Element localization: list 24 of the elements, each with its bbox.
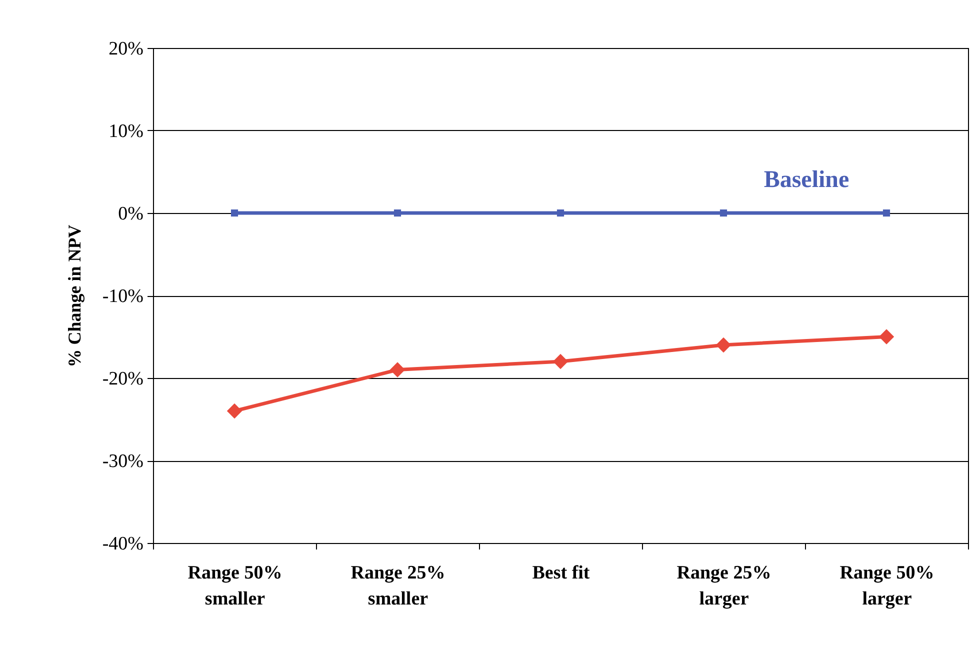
series-label: Baseline (764, 167, 850, 193)
y-tick-label: 0% (118, 204, 144, 224)
point (878, 329, 894, 344)
point (390, 362, 406, 378)
y-tick-label: 20% (108, 38, 144, 60)
point (720, 209, 728, 217)
x-tick-label: Range 50% smaller (188, 562, 282, 610)
x-tick-label: Range 25% larger (676, 562, 772, 610)
y-tick-label: -30% (102, 451, 144, 472)
point (882, 209, 890, 217)
point (552, 354, 568, 370)
y-tick-label: -20% (102, 368, 144, 390)
point (230, 209, 238, 217)
point (226, 403, 242, 419)
point (394, 209, 402, 217)
x-tick-label: Best fit (532, 562, 590, 584)
y-axis-title: % Change in NPV (64, 224, 84, 368)
point (556, 209, 564, 217)
y-tick-label: -40% (102, 534, 144, 554)
x-tick-label: Range 50% larger (840, 562, 934, 610)
x-tick-label: Range 25% smaller (350, 562, 446, 610)
y-tick-label: -10% (102, 286, 144, 307)
y-tick-label: 10% (108, 121, 144, 142)
point (716, 337, 732, 353)
